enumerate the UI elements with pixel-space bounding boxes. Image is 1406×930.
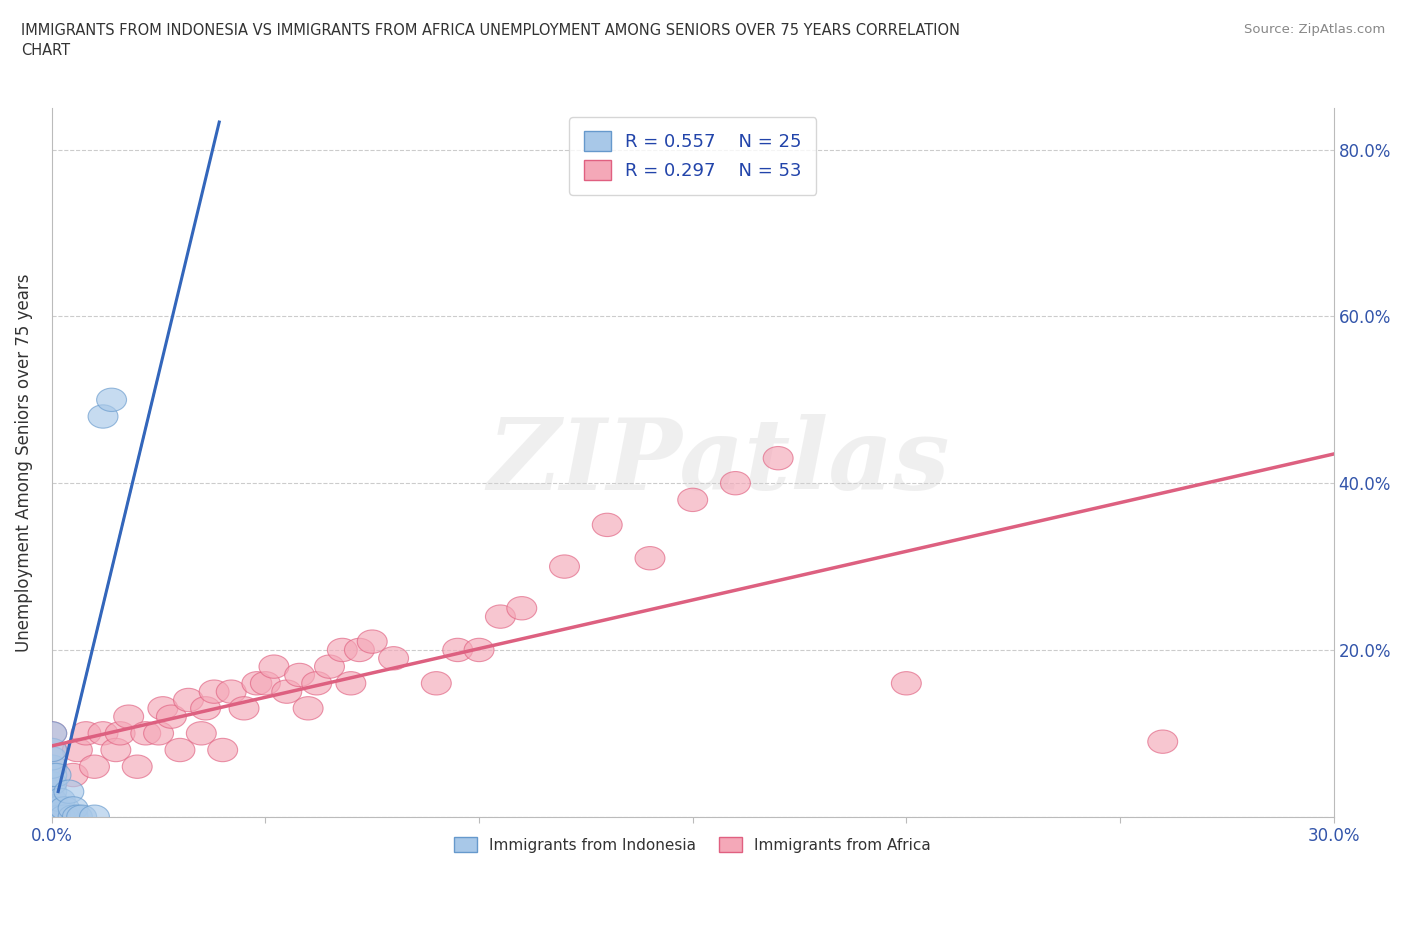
Ellipse shape [131, 722, 160, 745]
Ellipse shape [80, 805, 110, 829]
Ellipse shape [62, 738, 93, 762]
Ellipse shape [229, 697, 259, 720]
Ellipse shape [259, 655, 288, 678]
Ellipse shape [37, 772, 66, 795]
Ellipse shape [37, 738, 66, 762]
Ellipse shape [37, 780, 66, 804]
Ellipse shape [58, 805, 89, 829]
Ellipse shape [37, 755, 66, 778]
Ellipse shape [58, 797, 89, 820]
Ellipse shape [636, 547, 665, 570]
Ellipse shape [165, 738, 195, 762]
Ellipse shape [49, 797, 80, 820]
Ellipse shape [37, 764, 66, 787]
Ellipse shape [49, 805, 80, 829]
Ellipse shape [344, 638, 374, 661]
Ellipse shape [66, 805, 97, 829]
Text: Source: ZipAtlas.com: Source: ZipAtlas.com [1244, 23, 1385, 36]
Ellipse shape [70, 722, 101, 745]
Ellipse shape [191, 697, 221, 720]
Ellipse shape [592, 513, 623, 537]
Ellipse shape [328, 638, 357, 661]
Ellipse shape [41, 764, 70, 787]
Ellipse shape [37, 789, 66, 812]
Ellipse shape [464, 638, 494, 661]
Ellipse shape [217, 680, 246, 703]
Text: IMMIGRANTS FROM INDONESIA VS IMMIGRANTS FROM AFRICA UNEMPLOYMENT AMONG SENIORS O: IMMIGRANTS FROM INDONESIA VS IMMIGRANTS … [21, 23, 960, 58]
Ellipse shape [37, 797, 66, 820]
Ellipse shape [37, 747, 66, 770]
Ellipse shape [89, 722, 118, 745]
Ellipse shape [156, 705, 187, 728]
Ellipse shape [315, 655, 344, 678]
Ellipse shape [763, 446, 793, 470]
Ellipse shape [208, 738, 238, 762]
Ellipse shape [378, 646, 409, 670]
Ellipse shape [37, 722, 66, 745]
Ellipse shape [148, 697, 177, 720]
Ellipse shape [41, 797, 70, 820]
Ellipse shape [122, 755, 152, 778]
Text: ZIPatlas: ZIPatlas [486, 414, 949, 511]
Ellipse shape [250, 671, 280, 695]
Ellipse shape [284, 663, 315, 686]
Ellipse shape [187, 722, 217, 745]
Ellipse shape [89, 405, 118, 428]
Ellipse shape [443, 638, 472, 661]
Ellipse shape [37, 722, 66, 745]
Ellipse shape [336, 671, 366, 695]
Ellipse shape [114, 705, 143, 728]
Ellipse shape [62, 805, 93, 829]
Ellipse shape [357, 630, 387, 653]
Ellipse shape [242, 671, 271, 695]
Ellipse shape [720, 472, 751, 495]
Ellipse shape [271, 680, 302, 703]
Ellipse shape [45, 789, 76, 812]
Ellipse shape [37, 789, 66, 812]
Ellipse shape [58, 764, 89, 787]
Ellipse shape [37, 755, 66, 778]
Ellipse shape [294, 697, 323, 720]
Y-axis label: Unemployment Among Seniors over 75 years: Unemployment Among Seniors over 75 years [15, 273, 32, 652]
Ellipse shape [891, 671, 921, 695]
Ellipse shape [550, 555, 579, 578]
Ellipse shape [97, 388, 127, 411]
Ellipse shape [37, 738, 66, 762]
Ellipse shape [302, 671, 332, 695]
Ellipse shape [41, 805, 70, 829]
Ellipse shape [173, 688, 204, 711]
Ellipse shape [422, 671, 451, 695]
Ellipse shape [37, 805, 66, 829]
Ellipse shape [143, 722, 173, 745]
Ellipse shape [678, 488, 707, 512]
Ellipse shape [1147, 730, 1178, 753]
Ellipse shape [200, 680, 229, 703]
Ellipse shape [37, 772, 66, 795]
Ellipse shape [53, 780, 84, 804]
Ellipse shape [101, 738, 131, 762]
Ellipse shape [485, 604, 516, 629]
Ellipse shape [37, 805, 66, 829]
Ellipse shape [45, 805, 76, 829]
Ellipse shape [506, 596, 537, 620]
Ellipse shape [105, 722, 135, 745]
Ellipse shape [80, 755, 110, 778]
Legend: Immigrants from Indonesia, Immigrants from Africa: Immigrants from Indonesia, Immigrants fr… [449, 830, 938, 858]
